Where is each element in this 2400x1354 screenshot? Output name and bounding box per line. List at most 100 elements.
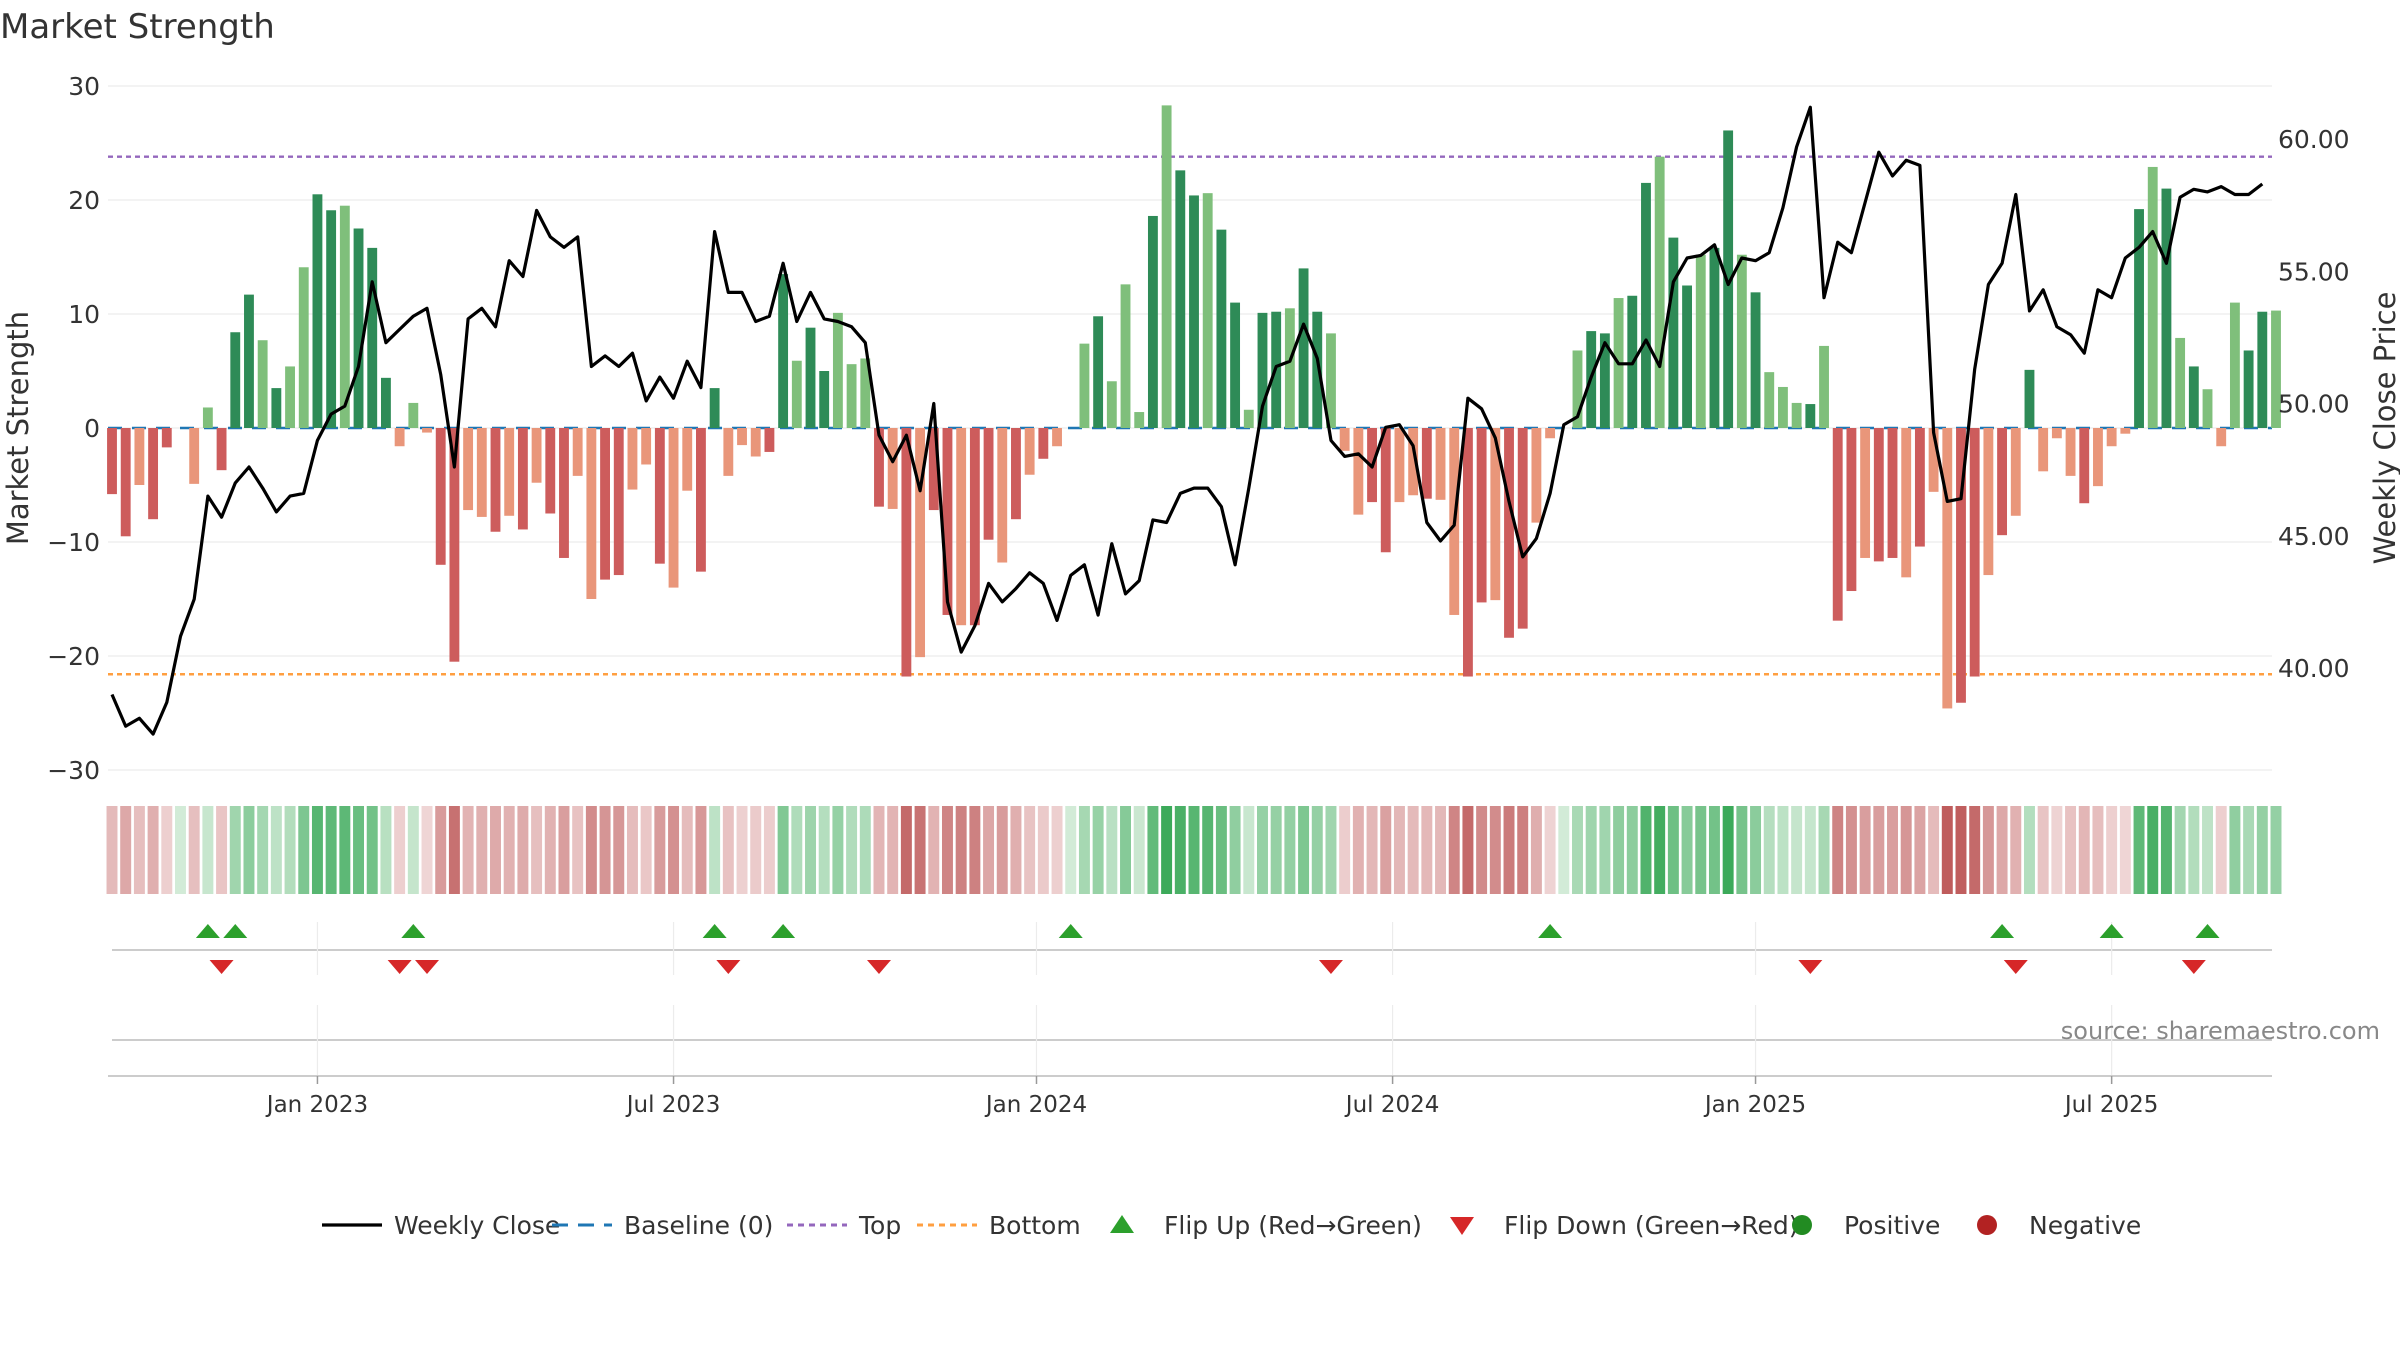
empty-panel bbox=[108, 1005, 2272, 1077]
heat-cell bbox=[1325, 806, 1337, 894]
flip-up-marker bbox=[2099, 924, 2124, 938]
y2-tick-label: 45.00 bbox=[2278, 522, 2350, 551]
strength-bar bbox=[682, 428, 693, 491]
heat-cell bbox=[1147, 806, 1159, 894]
heat-cell bbox=[791, 806, 803, 894]
strength-bar bbox=[627, 428, 638, 490]
heat-cell bbox=[1037, 806, 1049, 894]
strength-bar bbox=[339, 205, 350, 428]
heat-cell bbox=[1010, 806, 1022, 894]
strength-bar bbox=[2271, 310, 2281, 428]
strength-bar bbox=[148, 428, 159, 520]
legend-label: Negative bbox=[2029, 1211, 2141, 1240]
heat-cell bbox=[1736, 806, 1748, 894]
heat-cell bbox=[1270, 806, 1282, 894]
heat-cell bbox=[1339, 806, 1351, 894]
heat-cell bbox=[558, 806, 570, 894]
heat-cell bbox=[1544, 806, 1556, 894]
strength-bar bbox=[2202, 389, 2213, 428]
heat-cell bbox=[1599, 806, 1611, 894]
legend-label: Flip Up (Red→Green) bbox=[1164, 1211, 1422, 1240]
weekly-close-line bbox=[110, 105, 2264, 736]
strength-bar bbox=[764, 428, 775, 452]
x-tick-label: Jul 2023 bbox=[625, 1092, 721, 1118]
flip-up-marker bbox=[401, 924, 426, 938]
heat-cell bbox=[2256, 806, 2268, 894]
strength-bar bbox=[1764, 372, 1775, 428]
flip-down-marker bbox=[209, 960, 234, 974]
chart-title: Market Strength bbox=[0, 7, 275, 47]
heat-cell bbox=[1585, 806, 1597, 894]
strength-bar bbox=[1353, 428, 1364, 515]
heat-cell bbox=[448, 806, 460, 894]
strength-bar bbox=[1490, 428, 1501, 601]
strength-bar bbox=[202, 407, 213, 428]
heat-cell bbox=[941, 806, 953, 894]
y-tick-label: 10 bbox=[68, 300, 100, 329]
strength-bar bbox=[1175, 170, 1186, 429]
heat-cell bbox=[2229, 806, 2241, 894]
heat-cell bbox=[1366, 806, 1378, 894]
heat-cell bbox=[969, 806, 981, 894]
strength-bar bbox=[1161, 105, 1172, 428]
legend-item-flip_down: Flip Down (Green→Red) bbox=[1450, 1211, 1799, 1240]
strength-bar bbox=[942, 428, 953, 615]
strength-bar bbox=[887, 428, 898, 509]
strength-bar bbox=[1024, 428, 1035, 475]
heat-cell bbox=[1777, 806, 1789, 894]
heat-cell bbox=[175, 806, 186, 894]
heat-cell bbox=[216, 806, 228, 894]
heat-cell bbox=[2119, 806, 2131, 894]
flip-down-marker bbox=[2181, 960, 2206, 974]
heat-cell bbox=[325, 806, 337, 894]
heat-cell bbox=[1667, 806, 1679, 894]
legend-item-flip_up: Flip Up (Red→Green) bbox=[1110, 1211, 1422, 1240]
heat-cell bbox=[2051, 806, 2063, 894]
heat-cell bbox=[1284, 806, 1296, 894]
legend: Weekly Close Baseline (0) Top Bottom Flip Up… bbox=[322, 1211, 2141, 1240]
heat-cell bbox=[1120, 806, 1131, 894]
flip-up-marker bbox=[1058, 924, 1083, 938]
strength-bar bbox=[846, 364, 857, 428]
heat-cell bbox=[846, 806, 858, 894]
heat-cell bbox=[1695, 806, 1707, 894]
strength-bar bbox=[1462, 428, 1473, 677]
heat-cell bbox=[873, 806, 885, 894]
strength-bar bbox=[600, 428, 610, 580]
heat-cell bbox=[147, 806, 159, 894]
strength-bar bbox=[1189, 195, 1199, 428]
heat-cell bbox=[1969, 806, 1981, 894]
strength-bar bbox=[490, 428, 501, 532]
heat-cell bbox=[339, 806, 351, 894]
heat-cell bbox=[2106, 806, 2118, 894]
heat-cell bbox=[2133, 806, 2145, 894]
strength-bar bbox=[750, 428, 761, 457]
legend-item-baseline: Baseline (0) bbox=[552, 1211, 773, 1240]
heat-cell bbox=[2174, 806, 2186, 894]
heat-cell bbox=[2065, 806, 2077, 894]
strength-bar bbox=[134, 428, 145, 485]
strength-bar bbox=[1778, 386, 1788, 428]
strength-bar bbox=[1914, 428, 1925, 547]
heat-cell bbox=[1982, 806, 1994, 894]
heat-cell bbox=[777, 806, 789, 894]
heat-cell bbox=[1708, 806, 1720, 894]
heat-cell bbox=[2188, 806, 2200, 894]
y-axis-label: Market Strength bbox=[1, 311, 35, 545]
heat-cell bbox=[1873, 806, 1885, 894]
heat-cell bbox=[1435, 806, 1447, 894]
strength-bar bbox=[1298, 268, 1309, 428]
strength-bar bbox=[1504, 428, 1514, 638]
heat-cell bbox=[2243, 806, 2255, 894]
heat-cell bbox=[709, 806, 721, 894]
flip-down-marker bbox=[1318, 960, 1343, 974]
heat-cell bbox=[722, 806, 734, 894]
strength-bar bbox=[1887, 428, 1898, 558]
x-tick-label: Jan 2024 bbox=[984, 1092, 1087, 1118]
heat-cell bbox=[613, 806, 625, 894]
heat-cell bbox=[654, 806, 666, 894]
heat-cell bbox=[2037, 806, 2049, 894]
y-tick-label: 0 bbox=[84, 414, 100, 443]
strength-bar bbox=[189, 428, 200, 484]
strength-bar bbox=[107, 428, 117, 495]
